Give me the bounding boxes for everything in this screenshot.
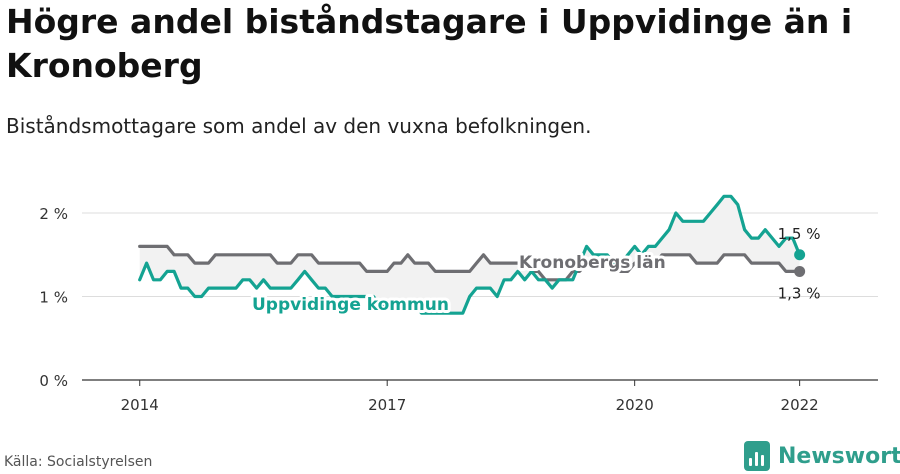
series-label-uppvidinge: Uppvidinge kommun xyxy=(252,295,449,315)
series-line-uppvidinge xyxy=(138,194,802,315)
source-note: Källa: Socialstyrelsen xyxy=(4,454,153,470)
x-tick-label: 2014 xyxy=(121,396,159,414)
end-point-uppvidinge xyxy=(794,249,806,261)
series-label-kronoberg-halo: Kronobergs län xyxy=(519,253,666,273)
x-tick-label: 2022 xyxy=(781,396,819,414)
end-point-kronoberg xyxy=(794,265,806,277)
end-label-uppvidinge: 1,5 % xyxy=(778,225,821,243)
series-label-uppvidinge-halo: Uppvidinge kommun xyxy=(252,295,449,315)
logo-text: Newsworthy xyxy=(778,443,900,469)
newsworthy-logo[interactable]: Newsworthy xyxy=(744,440,900,472)
series-label-kronoberg: Kronobergs län xyxy=(519,253,666,273)
y-tick-label: 2 % xyxy=(39,205,68,223)
y-tick-label: 0 % xyxy=(39,372,68,390)
bar-chart-logo-icon xyxy=(744,441,770,471)
end-label-kronoberg: 1,3 % xyxy=(778,284,821,302)
chart-title: Högre andel biståndstagare i Uppvidinge … xyxy=(6,2,853,85)
chart-subtitle: Biståndsmottagare som andel av den vuxna… xyxy=(6,114,592,138)
y-tick-label: 1 % xyxy=(39,289,68,307)
series-line-kronoberg xyxy=(138,244,802,282)
x-tick-label: 2017 xyxy=(368,396,406,414)
x-tick-label: 2020 xyxy=(616,396,654,414)
